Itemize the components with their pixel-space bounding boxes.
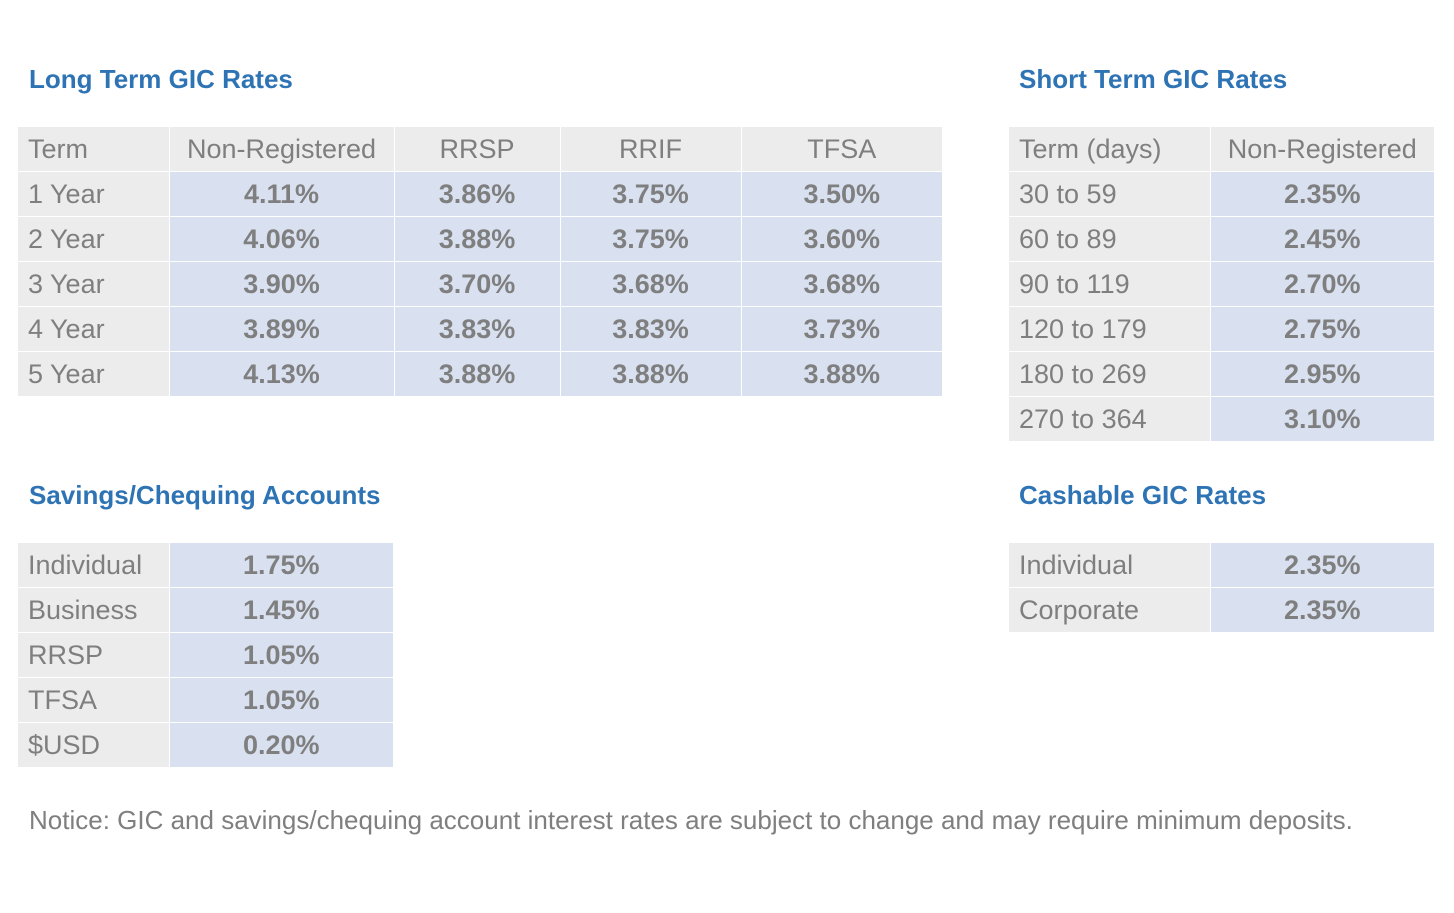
account-type-cell: Corporate: [1009, 587, 1211, 632]
table-row: Individual 1.75%: [18, 543, 393, 588]
term-cell: 5 Year: [18, 351, 170, 396]
term-cell: 270 to 364: [1009, 396, 1211, 441]
rate-cell: 3.68%: [740, 261, 942, 307]
rate-cell: 3.86%: [393, 171, 561, 217]
rate-cell: 1.75%: [168, 543, 393, 588]
column-header-non-registered: Non-Registered: [1209, 127, 1434, 172]
rate-cell: 3.88%: [393, 351, 561, 396]
column-header-non-registered: Non-Registered: [168, 127, 395, 172]
rate-cell: 3.10%: [1209, 396, 1434, 441]
term-cell: 30 to 59: [1009, 171, 1211, 217]
long-term-table: Term Non-Registered RRSP RRIF TFSA 1 Yea…: [18, 127, 942, 396]
rate-cell: 4.13%: [168, 351, 395, 396]
column-header-rrsp: RRSP: [393, 127, 561, 172]
long-term-title: Long Term GIC Rates: [29, 64, 293, 94]
table-row: 90 to 119 2.70%: [1009, 261, 1434, 307]
table-row: 30 to 59 2.35%: [1009, 171, 1434, 217]
table-row: Individual 2.35%: [1009, 543, 1434, 588]
table-row: Business 1.45%: [18, 587, 393, 633]
table-row: Corporate 2.35%: [1009, 587, 1434, 632]
savings-title: Savings/Chequing Accounts: [29, 480, 381, 510]
rate-cell: 0.20%: [168, 722, 393, 767]
term-cell: 60 to 89: [1009, 216, 1211, 262]
term-cell: 90 to 119: [1009, 261, 1211, 307]
rate-cell: 3.88%: [559, 351, 742, 396]
rate-cell: 3.83%: [393, 306, 561, 352]
rate-cell: 3.89%: [168, 306, 395, 352]
rate-cell: 4.11%: [168, 171, 395, 217]
rate-cell: 1.05%: [168, 677, 393, 723]
account-type-cell: TFSA: [18, 677, 170, 723]
rate-cell: 3.83%: [559, 306, 742, 352]
column-header-rrif: RRIF: [559, 127, 742, 172]
rate-cell: 2.75%: [1209, 306, 1434, 352]
short-term-table: Term (days) Non-Registered 30 to 59 2.35…: [1009, 127, 1434, 441]
rate-cell: 2.35%: [1209, 587, 1434, 632]
table-row: 270 to 364 3.10%: [1009, 396, 1434, 441]
table-row: 180 to 269 2.95%: [1009, 351, 1434, 397]
rate-cell: 2.45%: [1209, 216, 1434, 262]
account-type-cell: Individual: [18, 543, 170, 588]
account-type-cell: $USD: [18, 722, 170, 767]
table-header-row: Term (days) Non-Registered: [1009, 127, 1434, 172]
rate-cell: 3.68%: [559, 261, 742, 307]
rate-cell: 2.95%: [1209, 351, 1434, 397]
notice-text: Notice: GIC and savings/chequing account…: [29, 805, 1353, 835]
term-cell: 1 Year: [18, 171, 170, 217]
rate-cell: 3.73%: [740, 306, 942, 352]
rate-cell: 3.70%: [393, 261, 561, 307]
table-row: 2 Year 4.06% 3.88% 3.75% 3.60%: [18, 216, 942, 262]
term-cell: 120 to 179: [1009, 306, 1211, 352]
table-row: RRSP 1.05%: [18, 632, 393, 678]
rate-cell: 1.05%: [168, 632, 393, 678]
account-type-cell: Business: [18, 587, 170, 633]
term-cell: 2 Year: [18, 216, 170, 262]
rate-cell: 3.75%: [559, 216, 742, 262]
short-term-title: Short Term GIC Rates: [1019, 64, 1288, 94]
rate-cell: 3.75%: [559, 171, 742, 217]
table-row: 120 to 179 2.75%: [1009, 306, 1434, 352]
table-row: TFSA 1.05%: [18, 677, 393, 723]
rate-cell: 4.06%: [168, 216, 395, 262]
rate-cell: 3.88%: [740, 351, 942, 396]
term-cell: 4 Year: [18, 306, 170, 352]
column-header-tfsa: TFSA: [740, 127, 942, 172]
column-header-term: Term: [18, 127, 170, 172]
table-row: 1 Year 4.11% 3.86% 3.75% 3.50%: [18, 171, 942, 217]
rate-cell: 1.45%: [168, 587, 393, 633]
cashable-title: Cashable GIC Rates: [1019, 480, 1267, 510]
account-type-cell: Individual: [1009, 543, 1211, 588]
term-cell: 180 to 269: [1009, 351, 1211, 397]
rate-cell: 3.60%: [740, 216, 942, 262]
rate-cell: 2.35%: [1209, 543, 1434, 588]
table-row: $USD 0.20%: [18, 722, 393, 767]
table-row: 60 to 89 2.45%: [1009, 216, 1434, 262]
table-row: 3 Year 3.90% 3.70% 3.68% 3.68%: [18, 261, 942, 307]
table-header-row: Term Non-Registered RRSP RRIF TFSA: [18, 127, 942, 172]
table-row: 5 Year 4.13% 3.88% 3.88% 3.88%: [18, 351, 942, 396]
savings-table: Individual 1.75% Business 1.45% RRSP 1.0…: [18, 543, 393, 767]
account-type-cell: RRSP: [18, 632, 170, 678]
rate-cell: 3.50%: [740, 171, 942, 217]
cashable-table: Individual 2.35% Corporate 2.35%: [1009, 543, 1434, 632]
rate-cell: 3.88%: [393, 216, 561, 262]
table-row: 4 Year 3.89% 3.83% 3.83% 3.73%: [18, 306, 942, 352]
rate-cell: 3.90%: [168, 261, 395, 307]
column-header-term-days: Term (days): [1009, 127, 1211, 172]
term-cell: 3 Year: [18, 261, 170, 307]
rate-cell: 2.35%: [1209, 171, 1434, 217]
rate-cell: 2.70%: [1209, 261, 1434, 307]
